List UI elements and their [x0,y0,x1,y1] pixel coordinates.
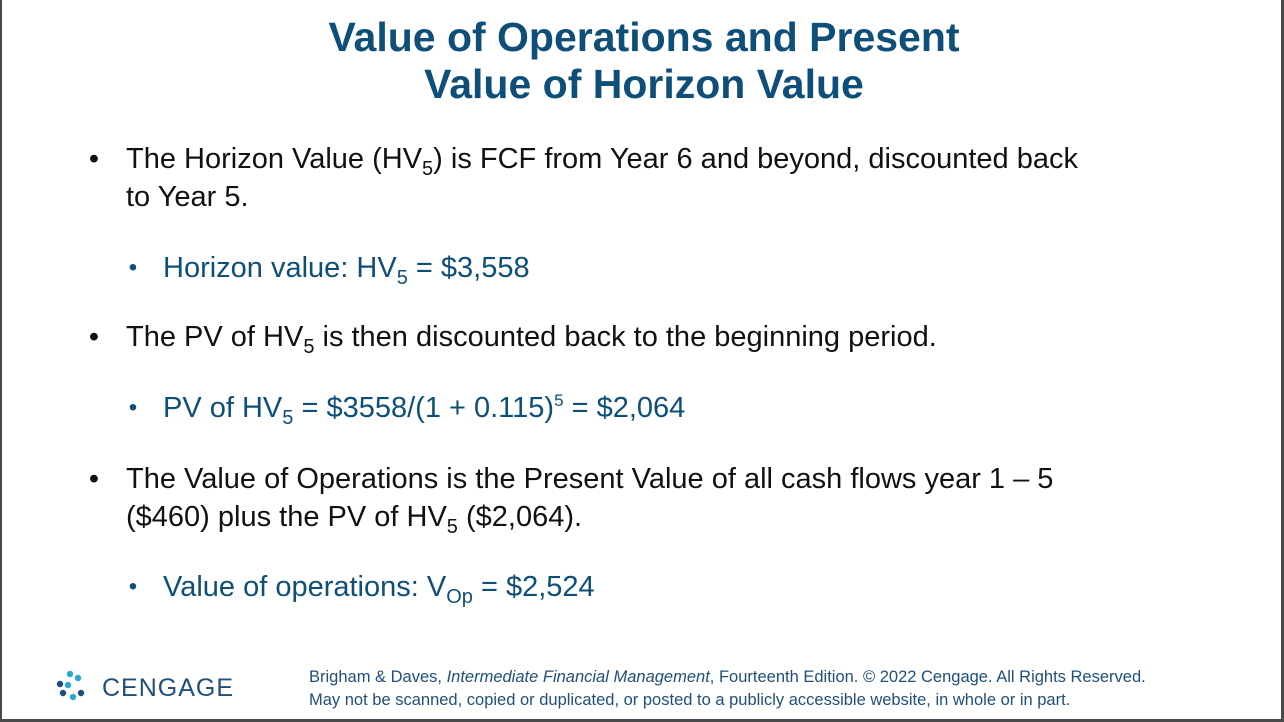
sub-bullet-dot: • [128,573,138,600]
title-line-2: Value of Horizon Value [424,61,864,107]
cengage-logo-text: CENGAGE [102,674,235,702]
sub-bullet-dot: • [128,254,138,281]
bullet-value-of-operations: • The Value of Operations is the Present… [89,460,1054,537]
bullet-horizon-value-definition: • The Horizon Value (HV5) is FCF from Ye… [89,140,1078,216]
bullet-dot: • [88,143,100,175]
sub-bullet-value-of-operations: • Value of operations: VOp = $2,524 [129,568,595,607]
copyright-line-2: May not be scanned, copied or duplicated… [309,691,1071,709]
bullet-dot: • [88,321,100,353]
copyright-line-1: Brigham & Daves, Intermediate Financial … [309,668,1146,686]
cengage-logo-icon [54,668,94,709]
cengage-logo: CENGAGE [54,668,234,709]
sub-bullet-pv-formula: • PV of HV5 = $3558/(1 + 0.115)5 = $2,06… [129,389,686,428]
title-line-1: Value of Operations and Present [328,14,960,60]
bullet-pv-of-hv: • The PV of HV5 is then discounted back … [89,318,937,357]
bullet-dot: • [88,463,100,495]
copyright-notice: Brigham & Daves, Intermediate Financial … [309,666,1146,712]
sub-bullet-horizon-value: • Horizon value: HV5 = $3,558 [129,249,530,288]
sub-bullet-dot: • [128,394,138,421]
slide-title: Value of Operations and Present Value of… [2,14,1284,108]
